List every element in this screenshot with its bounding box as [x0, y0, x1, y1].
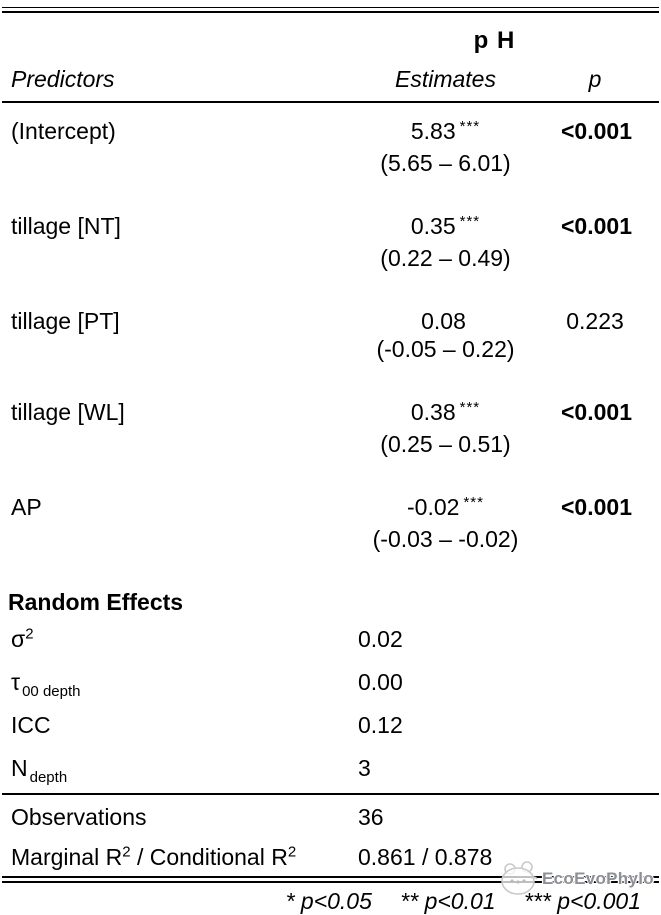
table-row-tillage-nt: tillage [NT] 0.35 *** (0.22 – 0.49) <0.00… — [2, 198, 659, 293]
estimate-cell: -0.02 *** (-0.03 – -0.02) — [285, 479, 561, 574]
column-header-predictors: Predictors — [2, 63, 285, 103]
estimate-value: -0.02 — [407, 494, 460, 520]
estimate-cell: 0.08 (-0.05 – 0.22) — [285, 293, 561, 384]
table-row-icc: ICC 0.12 — [2, 702, 659, 745]
predictor-label: tillage [PT] — [11, 308, 120, 334]
legend-p001: *** p<0.001 — [523, 888, 641, 914]
confidence-interval: (0.22 – 0.49) — [380, 245, 511, 271]
significance-stars: *** — [459, 399, 481, 416]
observations-label: Observations — [11, 804, 147, 830]
significance-stars: *** — [463, 494, 484, 511]
random-effect-label-icc: ICC — [11, 712, 51, 738]
random-effects-section-row: Random Effects — [2, 574, 659, 616]
p-value: 0.223 — [566, 308, 624, 334]
estimate-value: 5.83 — [410, 118, 456, 144]
estimate-value: 0.38 — [410, 399, 456, 425]
response-variable-title: p H — [473, 27, 516, 54]
random-effect-value: 0.00 — [358, 669, 403, 695]
r-squared-label: Marginal R2 / Conditional R2 — [11, 843, 297, 870]
predictor-label: AP — [11, 494, 42, 520]
table-row-tillage-pt: tillage [PT] 0.08 (-0.05 – 0.22) 0.223 — [2, 293, 659, 384]
confidence-interval: (-0.03 – -0.02) — [372, 526, 519, 552]
estimate-cell: 5.83 *** (5.65 – 6.01) — [285, 102, 561, 198]
significance-legend: * p<0.05 ** p<0.01 *** p<0.001 — [0, 883, 661, 915]
column-header-estimates: Estimates — [285, 63, 561, 103]
estimate-cell: 0.38 *** (0.25 – 0.51) — [285, 384, 561, 479]
p-value: <0.001 — [561, 399, 632, 425]
legend-p01: ** p<0.01 — [400, 888, 496, 914]
top-double-rule — [2, 7, 659, 13]
p-value: <0.001 — [561, 213, 632, 239]
random-effect-label-sigma2: σ2 — [11, 625, 34, 652]
predictor-label: (Intercept) — [11, 118, 116, 144]
confidence-interval: (-0.05 – 0.22) — [376, 336, 515, 362]
column-header-p: p — [561, 63, 660, 103]
r-squared-value: 0.861 / 0.878 — [358, 844, 493, 870]
table-row-tau00: τ 00 depth 0.00 — [2, 659, 659, 702]
table-row-tillage-wl: tillage [WL] 0.38 *** (0.25 – 0.51) <0.00… — [2, 384, 659, 479]
random-effect-value: 3 — [285, 745, 660, 795]
estimate-cell: 0.35 *** (0.22 – 0.49) — [285, 198, 561, 293]
random-effect-value: 0.12 — [358, 712, 403, 738]
predictor-label: tillage [NT] — [11, 213, 121, 239]
estimate-value: 0.08 — [421, 308, 466, 334]
p-value: <0.001 — [561, 494, 632, 520]
estimate-value: 0.35 — [410, 213, 456, 239]
table-row-r-squared: Marginal R2 / Conditional R2 0.861 / 0.8… — [2, 838, 659, 876]
confidence-interval: (5.65 – 6.01) — [380, 150, 511, 176]
random-effect-label-tau00-depth: τ 00 depth — [11, 669, 81, 700]
bottom-double-rule — [2, 876, 659, 883]
table-row-intercept: (Intercept) 5.83 *** (5.65 – 6.01) <0.001 — [2, 102, 659, 198]
table-row-ap: AP -0.02 *** (-0.03 – -0.02) <0.001 — [2, 479, 659, 574]
significance-stars: *** — [459, 213, 481, 230]
significance-stars: *** — [459, 118, 481, 135]
observations-value: 36 — [358, 804, 384, 830]
random-effect-value: 0.02 — [358, 626, 403, 652]
regression-table: p H Predictors Estimates p (Intercept) 5… — [2, 13, 660, 876]
table-row-sigma2: σ2 0.02 — [2, 616, 659, 659]
title-spacer — [2, 13, 285, 63]
random-effects-heading: Random Effects — [8, 589, 184, 615]
p-value: <0.001 — [561, 118, 632, 144]
response-title-row: p H — [2, 13, 659, 63]
legend-p05: * p<0.05 — [285, 888, 372, 914]
table-row-observations: Observations 36 — [2, 794, 659, 838]
predictor-label: tillage [WL] — [11, 399, 125, 425]
column-header-row: Predictors Estimates p — [2, 63, 660, 103]
confidence-interval: (0.25 – 0.51) — [380, 431, 511, 457]
